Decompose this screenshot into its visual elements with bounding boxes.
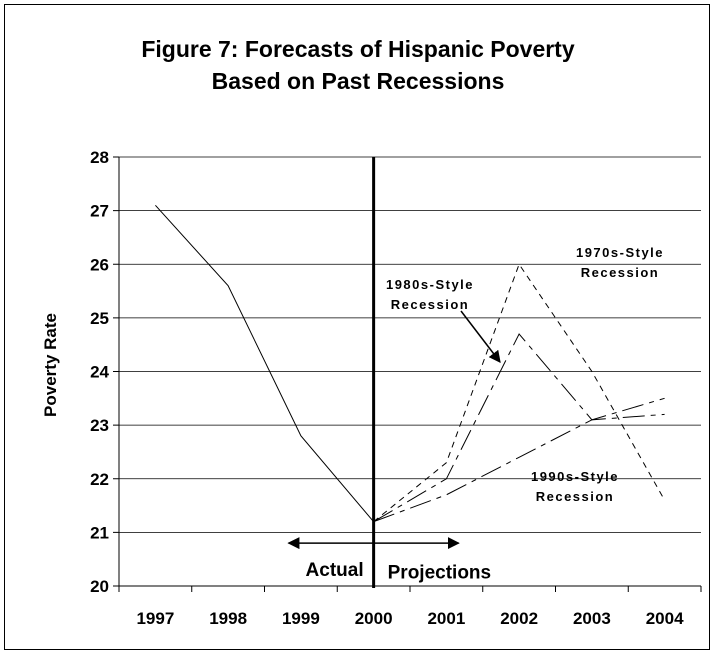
chart-title-line-2: Based on Past Recessions bbox=[212, 68, 505, 94]
recession_1980-label-line-1: 1980s-Style bbox=[386, 277, 474, 292]
chart-title-line-1: Figure 7: Forecasts of Hispanic Poverty bbox=[141, 36, 575, 62]
projections-label-line-1: Projections bbox=[388, 563, 491, 584]
x-tick-label-2001: 2001 bbox=[427, 609, 465, 628]
recession_1970-label-line-1: 1970s-Style bbox=[576, 245, 664, 260]
y-tick-label-26: 26 bbox=[90, 255, 109, 274]
y-tick-label-24: 24 bbox=[90, 363, 109, 382]
series-line-actual bbox=[155, 204, 374, 523]
series-line-s1990 bbox=[373, 397, 665, 523]
actual-label-line-1: Actual bbox=[306, 560, 364, 581]
y-tick-label-25: 25 bbox=[90, 309, 109, 328]
x-tick-label-2000: 2000 bbox=[355, 609, 393, 628]
chart-frame: Figure 7: Forecasts of Hispanic Poverty … bbox=[4, 4, 710, 650]
x-tick-label-2004: 2004 bbox=[646, 609, 684, 628]
y-tick-label-28: 28 bbox=[90, 148, 109, 167]
series-lines bbox=[155, 157, 666, 588]
series-line-s1980 bbox=[373, 333, 665, 523]
recession-1980-pointer-arrow bbox=[460, 310, 501, 363]
x-tick-label-2002: 2002 bbox=[500, 609, 538, 628]
y-axis-label: Poverty Rate bbox=[41, 313, 60, 417]
x-tick-label-2003: 2003 bbox=[573, 609, 611, 628]
x-tick-label-1997: 1997 bbox=[136, 609, 174, 628]
gridlines bbox=[119, 156, 701, 533]
recession_1990-label-line-1: 1990s-Style bbox=[531, 469, 619, 484]
x-tick-label-1998: 1998 bbox=[209, 609, 247, 628]
recession_1980-label-line-2: Recession bbox=[391, 297, 470, 312]
axes: 20 21 22 23 24 25 26 27 28 1997 1998 1999 2000 2001 20… bbox=[90, 148, 702, 628]
chart-svg: Figure 7: Forecasts of Hispanic Poverty … bbox=[41, 36, 702, 628]
annotations: Actual Projections 1970s-Style Recession 198… bbox=[287, 245, 664, 584]
y-tick-label-22: 22 bbox=[90, 470, 109, 489]
y-tick-label-20: 20 bbox=[90, 577, 109, 596]
recession_1970-label-line-2: Recession bbox=[581, 265, 660, 280]
y-tick-label-27: 27 bbox=[90, 202, 109, 221]
y-tick-label-21: 21 bbox=[90, 523, 109, 542]
recession_1990-label-line-2: Recession bbox=[536, 489, 615, 504]
x-tick-label-1999: 1999 bbox=[282, 609, 320, 628]
y-tick-label-23: 23 bbox=[90, 416, 109, 435]
